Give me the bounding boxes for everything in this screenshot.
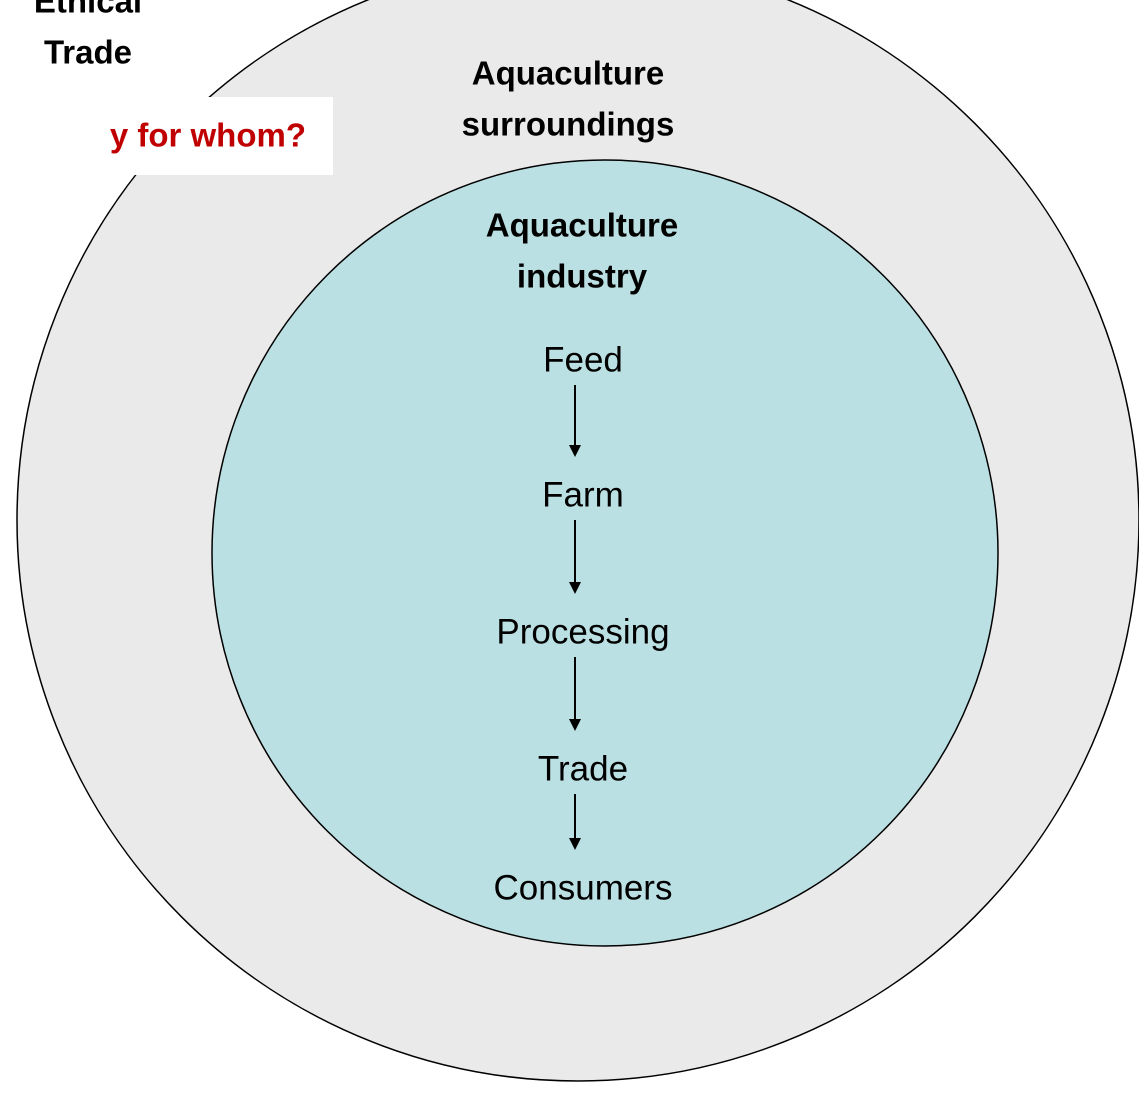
inner-label: industry: [517, 258, 648, 295]
arrow-head: [569, 838, 581, 850]
question: y for whom?: [110, 117, 306, 154]
arrow-head: [569, 445, 581, 457]
outer-label: surroundings: [462, 106, 675, 143]
chain-step: Farm: [542, 475, 624, 514]
title-line: Trade: [44, 34, 132, 71]
title-line: Ethical: [34, 0, 142, 20]
chain: Feed Farm Processing Trade Consumers: [494, 340, 673, 907]
chain-step: Trade: [538, 749, 628, 788]
chain-step: Consumers: [494, 868, 673, 907]
chain-step: Feed: [543, 340, 623, 379]
arrow-head: [569, 582, 581, 594]
outer-label: Aquaculture: [472, 55, 665, 92]
arrow-head: [569, 719, 581, 731]
inner-label: Aquaculture: [486, 207, 679, 244]
inner-circle: [211, 159, 999, 947]
question-box: [0, 97, 333, 175]
chain-step: Processing: [496, 612, 669, 651]
